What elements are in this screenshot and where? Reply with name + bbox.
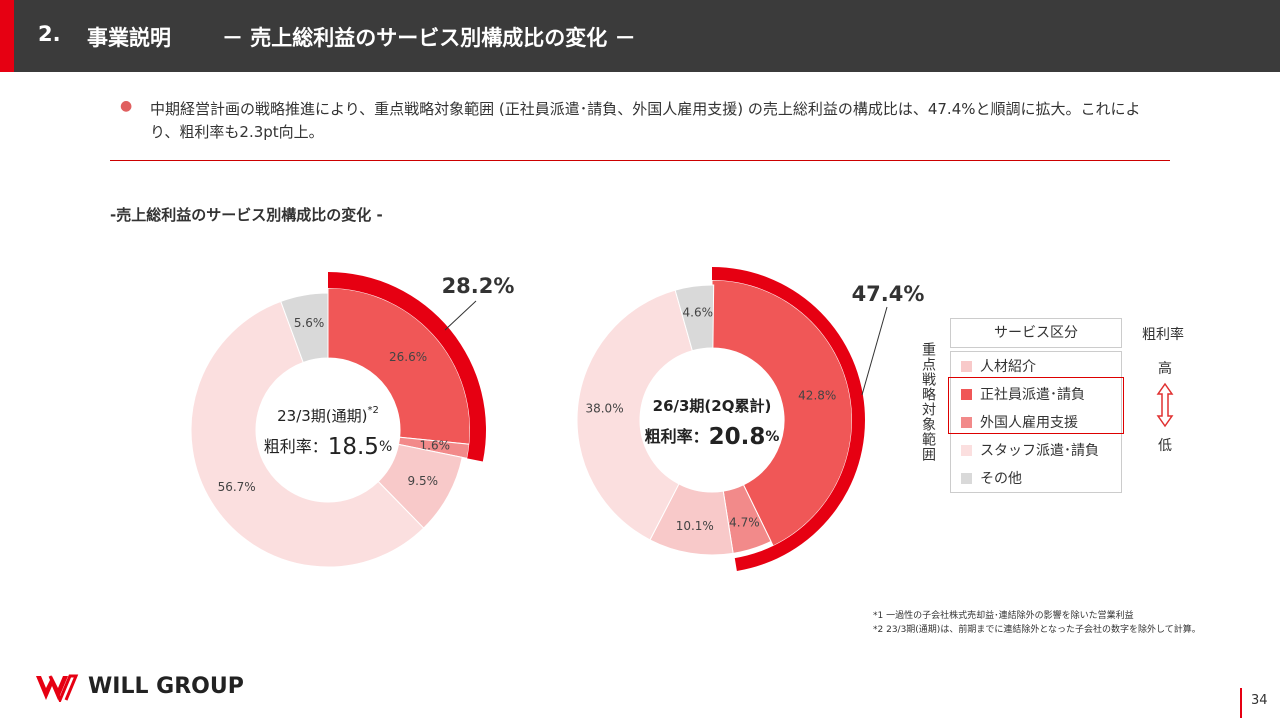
legend: サービス区分 人材紹介正社員派遣･請負 外国人雇用支援スタッフ派遣･請負 その他 [950,318,1122,493]
focus-label: 47.4% [852,282,925,306]
donut-segment [674,284,715,352]
logo-mark [48,674,79,702]
data-label: 4.6% [683,305,714,319]
bullet-dot: ● [120,98,133,114]
center-period: 23/3期(通期)*2 [277,405,379,425]
donut-segment [576,289,693,541]
donut-segment [190,300,425,568]
center-margin: 粗利率：20.8% [645,424,780,450]
logo-icon [36,674,79,702]
donut-segment [280,292,329,364]
bullet-text: 中期経営計画の戦略推進により、重点戦略対象範囲 (正社員派遣･請負、外国人雇用支… [150,100,1141,141]
leader-line [861,306,888,396]
data-label: 56.7% [218,480,256,494]
margin-label: 粗利率： [264,437,328,456]
legend-item: スタッフ派遣･請負 [951,436,1121,464]
center-margin: 粗利率：18.5% [264,434,393,460]
footnote: *2 23/3期(通期)は、前期までに連結除外となった子会社の数字を除外して計算… [873,625,1201,635]
header-subtitle: － 売上総利益のサービス別構成比の変化 － [222,26,636,50]
footnote: *1 一過性の子会社株式売却益･連結除外の影響を除いた営業利益 [873,611,1134,621]
legend-header: サービス区分 [950,318,1122,348]
legend-swatch [961,444,972,456]
center-period: 26/3期(2Q累計) [653,397,772,415]
data-label: 38.0% [585,402,623,416]
rate-header: 粗利率 [1142,327,1184,343]
data-label: 1.6% [420,439,451,453]
margin-unit: % [379,439,392,455]
data-label: 10.1% [676,519,714,533]
margin-unit: % [765,429,779,445]
focus-band [328,272,487,462]
leader-line [444,300,477,331]
legend-item: 人材紹介 [951,352,1121,380]
page-number: 34 [1251,693,1268,708]
focus-label: 28.2% [442,274,515,298]
section-number: 2. [38,22,61,46]
focus-box [948,377,1124,434]
margin-label: 粗利率： [645,427,709,446]
logo-mark [36,676,68,700]
legend-item: その他 [951,464,1121,492]
legend-item: 外国人雇用支援 [951,408,1121,436]
rate-low: 低 [1158,438,1172,454]
rate-high: 高 [1158,361,1172,377]
header-bar [0,0,1280,72]
period-note: *2 [368,405,379,416]
data-label: 26.6% [389,350,427,364]
legend-item: 正社員派遣･請負 [951,380,1121,408]
data-label: 5.6% [294,316,325,330]
data-label: 42.8% [798,388,836,402]
logo-text: WILL GROUP [88,674,244,699]
focus-side-label: 重点戦略対象範囲 [920,342,936,462]
header-accent [0,0,14,72]
donut-segment [711,279,853,547]
legend-label: その他 [980,471,1022,487]
legend-swatch [961,360,972,372]
legend-label: 外国人雇用支援 [980,415,1078,431]
data-label: 4.7% [729,516,760,530]
section-title: -売上総利益のサービス別構成比の変化 - [110,206,383,224]
legend-swatch [961,416,972,428]
legend-label: 正社員派遣･請負 [980,387,1085,403]
legend-label: スタッフ派遣･請負 [980,443,1099,459]
legend-swatch [961,472,972,484]
arrow-shape [1156,382,1174,428]
rate-arrow [1156,382,1174,428]
legend-swatch [961,388,972,400]
period-text: 23/3期(通期) [277,407,367,425]
margin-value: 18.5 [328,434,379,460]
legend-items: 人材紹介正社員派遣･請負 外国人雇用支援スタッフ派遣･請負 その他 [950,351,1122,493]
period-text: 26/3期(2Q累計) [653,397,772,415]
margin-value: 20.8 [709,424,766,450]
data-label: 9.5% [408,474,439,488]
divider [110,160,1170,161]
page-accent [1240,688,1242,718]
header-title: 事業説明 [87,26,171,50]
legend-label: 人材紹介 [980,359,1036,375]
